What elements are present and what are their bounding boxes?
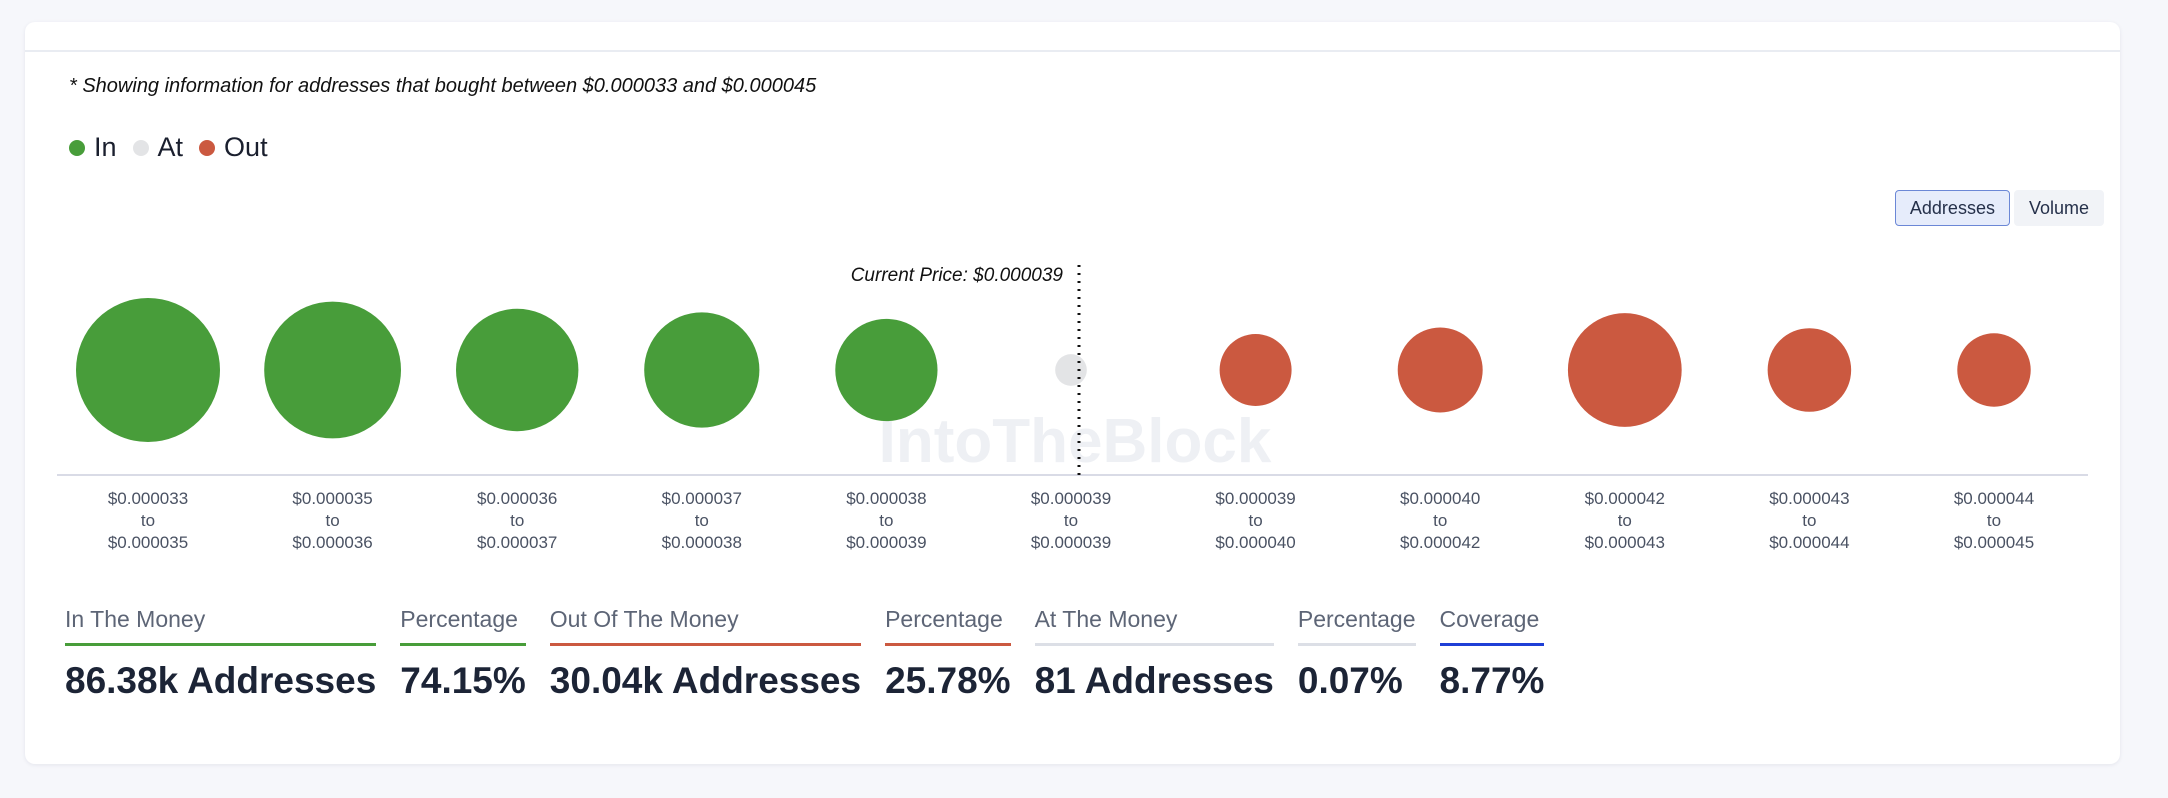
bubble-in [835, 318, 938, 422]
bubble-in [456, 308, 579, 432]
tick-label: $0.000040 [1400, 489, 1480, 508]
tick-label: to [141, 511, 155, 530]
bubble-out [1957, 333, 2031, 407]
tick-label: $0.000036 [292, 533, 372, 552]
stat-at-percentage: Percentage 0.07% [1297, 606, 1416, 702]
tick-label: $0.000044 [1954, 489, 2034, 508]
tick-label: $0.000037 [662, 489, 742, 508]
tick-label: $0.000036 [477, 489, 557, 508]
stat-label: Out Of The Money [549, 606, 862, 646]
tick-label: $0.000039 [1215, 489, 1295, 508]
range-note: * Showing information for addresses that… [69, 75, 817, 97]
stat-label: Coverage [1439, 606, 1545, 646]
bubble-out [1219, 334, 1292, 406]
current-price-label: Current Price: $0.000039 [851, 265, 1064, 286]
legend-out-dot [199, 139, 216, 156]
bubble-at [1055, 354, 1087, 386]
tick-label: $0.000038 [846, 489, 926, 508]
stat-value: 0.07% [1297, 660, 1403, 701]
tick-label: $0.000033 [108, 489, 188, 508]
tick-label: $0.000044 [1769, 533, 1849, 552]
tick-label: $0.000039 [846, 533, 926, 552]
stat-value: 8.77% [1439, 660, 1545, 701]
tick-label: $0.000035 [108, 533, 188, 552]
legend-item-in[interactable]: In [69, 132, 117, 163]
tick-label: to [1249, 511, 1263, 530]
bubble-out [1567, 313, 1682, 427]
stat-out-of-the-money: Out Of The Money 30.04k Addresses [549, 606, 862, 702]
tick-label: $0.000045 [1954, 533, 2034, 552]
legend-in-label: In [94, 132, 117, 162]
tick-label: to [1802, 511, 1816, 530]
tick-label: $0.000043 [1769, 489, 1849, 508]
stat-value: 81 Addresses [1034, 660, 1274, 701]
bubble-chart: IntoTheBlock $0.000033 to $0.000035 $0.00003… [57, 265, 2088, 552]
metric-toggle: Addresses Volume [1891, 190, 2104, 226]
tick-label: to [879, 511, 893, 530]
legend-out-label: Out [224, 132, 268, 162]
stat-at-the-money: At The Money 81 Addresses [1034, 606, 1274, 702]
tick-label: to [1618, 511, 1632, 530]
bubble-in [264, 301, 401, 439]
tick-label: $0.000042 [1585, 489, 1665, 508]
watermark-text: IntoTheBlock [879, 407, 1272, 476]
stat-label: Percentage [885, 606, 1011, 646]
card-divider [25, 50, 2120, 52]
legend-at-label: At [157, 132, 184, 162]
legend-item-out[interactable]: Out [199, 132, 268, 163]
bubble-out [1767, 328, 1852, 412]
tick-label: to [1987, 511, 2001, 530]
bubble-out [1397, 327, 1483, 413]
legend-item-at[interactable]: At [132, 132, 184, 163]
ownership-card: * Showing information for addresses that… [25, 22, 2120, 764]
bubble-in [76, 298, 220, 442]
stat-value: 74.15% [400, 660, 526, 701]
stat-coverage: Coverage 8.77% [1439, 606, 1545, 702]
stat-value: 30.04k Addresses [549, 660, 862, 701]
tick-label: $0.000035 [292, 489, 372, 508]
stat-label: Percentage [400, 606, 526, 646]
tick-label: to [1064, 511, 1078, 530]
stat-label: Percentage [1297, 606, 1416, 646]
tick-label: $0.000040 [1215, 533, 1295, 552]
stat-label: At The Money [1034, 606, 1274, 646]
tick-label: $0.000039 [1031, 533, 1111, 552]
summary-stats: In The Money 86.38k Addresses Percentage… [65, 606, 1568, 702]
tick-label: $0.000042 [1400, 533, 1480, 552]
tick-label: $0.000039 [1031, 489, 1111, 508]
tick-label: to [326, 511, 340, 530]
legend-at-dot [132, 139, 149, 156]
legend-in-dot [69, 139, 85, 156]
tick-label: $0.000038 [662, 533, 742, 552]
legend: In At Out [69, 132, 284, 163]
stat-value: 25.78% [885, 660, 1011, 701]
tick-label: to [510, 511, 524, 530]
stat-label: In The Money [65, 606, 377, 646]
tick-label: to [1433, 511, 1447, 530]
bubble-in [644, 312, 760, 428]
addresses-toggle-button[interactable]: Addresses [1894, 190, 2010, 226]
tick-label: $0.000043 [1585, 533, 1665, 552]
stat-in-the-money: In The Money 86.38k Addresses [65, 606, 377, 702]
stat-out-percentage: Percentage 25.78% [885, 606, 1011, 702]
stat-value: 86.38k Addresses [65, 660, 377, 701]
tick-label: to [695, 511, 709, 530]
stat-in-percentage: Percentage 74.15% [400, 606, 526, 702]
tick-label: $0.000037 [477, 533, 557, 552]
volume-toggle-button[interactable]: Volume [2013, 190, 2104, 226]
